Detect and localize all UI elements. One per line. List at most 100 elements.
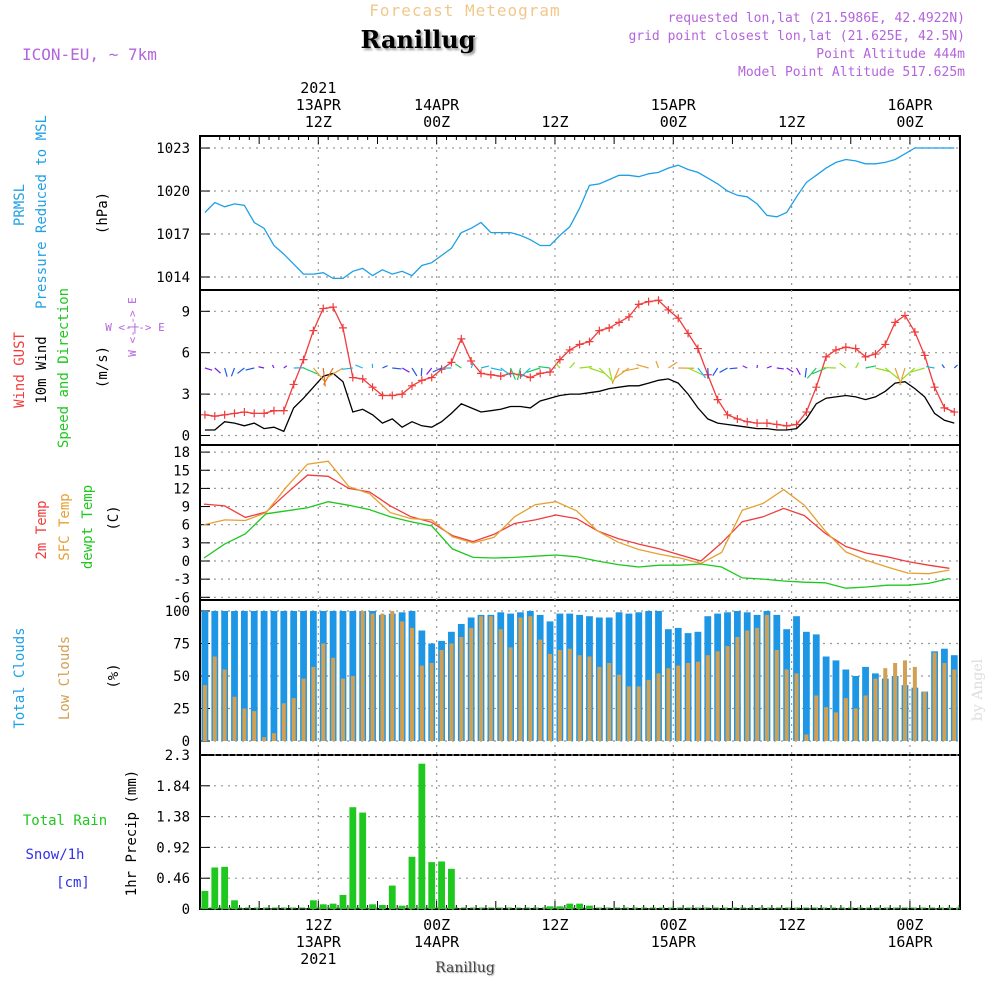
total-clouds-bar bbox=[635, 612, 643, 741]
y-tick-label: 1017 bbox=[156, 227, 190, 243]
low-clouds-bar bbox=[567, 648, 572, 741]
low-clouds-bar bbox=[952, 669, 957, 741]
gust-marker bbox=[329, 303, 338, 312]
wind-arrow bbox=[510, 367, 516, 380]
rain-bar bbox=[546, 906, 554, 909]
wind-arrow bbox=[806, 367, 817, 379]
low-clouds-bar bbox=[656, 673, 661, 741]
dewpt-temp-label: dewpt Temp bbox=[80, 485, 96, 569]
total-clouds-bar bbox=[260, 611, 268, 741]
credit-watermark: by Angel bbox=[970, 658, 986, 721]
wind-arrow bbox=[611, 367, 620, 384]
prmsl-label: PRMSL bbox=[12, 184, 28, 226]
gridlines bbox=[200, 136, 960, 910]
bottom-axis-label: 14APR bbox=[414, 933, 460, 951]
gust-marker bbox=[605, 323, 614, 332]
gust-marker bbox=[812, 383, 821, 392]
wind-arrow bbox=[899, 367, 906, 386]
y-tick-label: -6 bbox=[173, 590, 190, 606]
low-clouds-bar bbox=[764, 614, 769, 741]
wind-arrow bbox=[668, 361, 678, 369]
wind-arrow bbox=[925, 365, 935, 369]
dewpt-line bbox=[203, 501, 950, 589]
bottom-axis-label: 15APR bbox=[651, 933, 697, 951]
low-clouds-bar bbox=[646, 679, 651, 741]
low-clouds-bar bbox=[311, 666, 316, 741]
wind-arrow bbox=[865, 365, 877, 369]
gust-marker bbox=[723, 410, 732, 419]
rain-bar bbox=[448, 868, 455, 909]
gust-marker bbox=[900, 311, 909, 320]
top-axis-label: 14APR bbox=[414, 96, 460, 114]
low-clouds-bar bbox=[350, 676, 355, 741]
low-clouds-bar bbox=[636, 686, 641, 741]
wind-arrow bbox=[636, 364, 649, 369]
rain-bar bbox=[566, 903, 574, 909]
wind-arrow bbox=[579, 366, 593, 369]
pressure-line bbox=[204, 147, 955, 280]
total-clouds-bar bbox=[625, 613, 633, 741]
low-clouds-bar bbox=[409, 627, 414, 741]
gust-marker bbox=[260, 409, 269, 418]
total-clouds-bar bbox=[300, 611, 307, 741]
gust-marker bbox=[477, 369, 486, 378]
low-clouds-bar bbox=[784, 669, 789, 741]
low-clouds-bar bbox=[626, 686, 631, 741]
low-clouds-bar bbox=[902, 660, 907, 741]
bottom-axis-label: 12Z bbox=[305, 916, 332, 934]
gust-marker bbox=[526, 373, 535, 382]
low-clouds-bar bbox=[804, 734, 809, 741]
low-clouds-bar bbox=[222, 669, 227, 741]
wind-arrow bbox=[613, 367, 630, 380]
y-tick-label: 12 bbox=[173, 481, 190, 497]
wind-arrow bbox=[470, 363, 474, 369]
gust-marker bbox=[595, 326, 604, 335]
gust-marker bbox=[427, 373, 436, 382]
wind-arrow bbox=[258, 366, 265, 369]
bottom-axis-label: 00Z bbox=[660, 916, 687, 934]
low-clouds-bar bbox=[212, 656, 217, 741]
low-clouds-bar bbox=[735, 637, 740, 741]
wind-arrow bbox=[411, 367, 418, 377]
y-tick-label: 6 bbox=[182, 518, 190, 534]
total-clouds-bar bbox=[802, 631, 810, 741]
total-clouds-label: Total Clouds bbox=[12, 627, 28, 728]
gust-marker bbox=[447, 358, 456, 367]
gust-marker bbox=[200, 410, 209, 419]
low-clouds-bar bbox=[617, 674, 622, 741]
low-clouds-bar bbox=[390, 611, 395, 741]
gust-marker bbox=[546, 368, 555, 377]
wind-arrow bbox=[401, 367, 410, 373]
rain-bar bbox=[221, 866, 229, 909]
gust-marker bbox=[654, 296, 663, 305]
rain-bar bbox=[201, 890, 209, 909]
y-tick-label: 9 bbox=[182, 500, 190, 516]
low-clouds-bar bbox=[301, 678, 306, 741]
rain-bar bbox=[329, 903, 337, 909]
compass-label: W <-|-> E bbox=[105, 321, 165, 334]
gust-marker bbox=[407, 381, 416, 390]
low-clouds-bar bbox=[942, 663, 947, 741]
gust-marker bbox=[358, 374, 367, 383]
wind-arrow bbox=[303, 367, 318, 375]
gust-marker bbox=[240, 408, 249, 417]
wind-gust-label: Wind GUST bbox=[12, 332, 28, 408]
low-clouds-bar bbox=[774, 650, 779, 741]
wind-arrow bbox=[804, 367, 807, 378]
gust-marker bbox=[891, 318, 900, 327]
wind-arrow bbox=[526, 367, 541, 373]
gust-marker bbox=[250, 409, 259, 418]
low-clouds-bar bbox=[814, 695, 819, 741]
percent-unit: (%) bbox=[106, 663, 122, 688]
gust-marker bbox=[940, 403, 949, 412]
wind-arrow bbox=[811, 367, 827, 375]
low-clouds-bar bbox=[548, 653, 553, 741]
wind-arrow bbox=[271, 364, 275, 369]
low-clouds-bar bbox=[400, 621, 405, 741]
gust-marker bbox=[585, 337, 594, 346]
total-clouds-bar bbox=[812, 634, 820, 741]
gust-marker bbox=[378, 391, 387, 400]
wind-arrow bbox=[245, 367, 255, 371]
low-clouds-bar bbox=[607, 663, 612, 741]
